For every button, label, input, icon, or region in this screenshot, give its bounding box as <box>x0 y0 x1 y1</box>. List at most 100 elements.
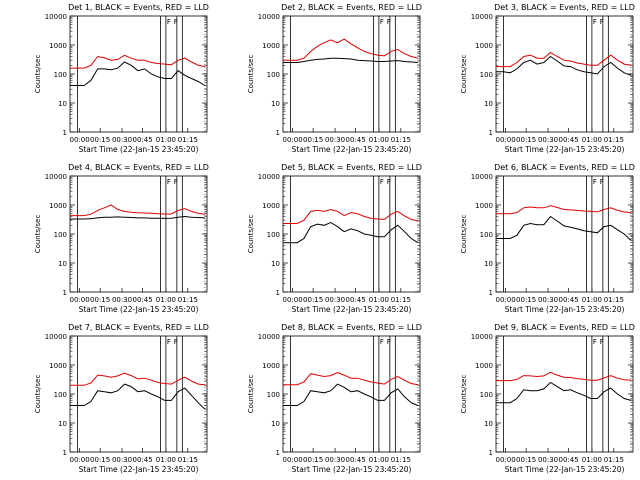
x-tick-label: 00:45 <box>133 136 153 144</box>
events-series-line <box>70 383 206 410</box>
chart-title: Det 1, BLACK = Events, RED = LLD <box>68 3 209 12</box>
y-tick-label: 1 <box>489 129 493 137</box>
x-tick-label: 01:00 <box>582 296 602 304</box>
x-tick-label: 01:00 <box>156 456 176 464</box>
y-tick-label: 10000 <box>471 13 493 21</box>
x-tick-label: 01:15 <box>604 136 624 144</box>
x-tick-label: 00:30 <box>112 136 132 144</box>
chart-panel-6: Det 6, BLACK = Events, RED = LLD 1 10 100 10… <box>460 163 635 314</box>
x-tick-label: 01:00 <box>156 136 176 144</box>
x-tick-label: 00:45 <box>346 456 366 464</box>
x-tick-label: 00:45 <box>559 456 579 464</box>
x-axis-label: Start Time (22-Jan-15 23:45:20) <box>292 465 412 474</box>
lld-series-line <box>70 372 205 386</box>
chart-title: Det 3, BLACK = Events, RED = LLD <box>494 3 635 12</box>
y-tick-label: 10000 <box>258 333 280 341</box>
y-tick-label: 1 <box>63 289 67 297</box>
x-tick-label: 01:15 <box>391 136 411 144</box>
y-tick-label: 100 <box>54 231 67 239</box>
x-tick-label: 00:15 <box>303 456 323 464</box>
chart-panel-4: Det 4, BLACK = Events, RED = LLD 1 10 100 10… <box>34 163 209 314</box>
y-tick-label: 100 <box>54 71 67 79</box>
y-axis-label: Counts/sec <box>34 55 42 94</box>
x-axis-label: Start Time (22-Jan-15 23:45:20) <box>79 465 199 474</box>
y-axis-label: Counts/sec <box>247 375 255 414</box>
y-tick-label: 10 <box>484 100 493 108</box>
x-tick-label: 00:30 <box>112 456 132 464</box>
y-tick-label: 1 <box>63 449 67 457</box>
x-tick-label: 00:45 <box>346 136 366 144</box>
x-tick-label: 00:00 <box>69 296 89 304</box>
lld-series-line <box>496 51 631 68</box>
x-tick-label: 01:00 <box>582 456 602 464</box>
y-tick-label: 10 <box>58 420 67 428</box>
x-tick-label: 00:00 <box>282 456 302 464</box>
x-tick-label: 01:00 <box>369 136 389 144</box>
events-series-line <box>283 221 419 244</box>
y-tick-label: 10000 <box>258 13 280 21</box>
plot-frame <box>282 335 421 453</box>
flag-label: F <box>600 178 604 186</box>
chart-title: Det 6, BLACK = Events, RED = LLD <box>494 163 635 172</box>
y-axis-label: Counts/sec <box>34 375 42 414</box>
y-tick-label: 100 <box>267 71 280 79</box>
x-tick-label: 00:00 <box>495 136 515 144</box>
y-tick-label: 10 <box>271 100 280 108</box>
y-tick-label: 1 <box>276 449 280 457</box>
x-tick-label: 00:00 <box>495 456 515 464</box>
flag-label: F <box>387 338 391 346</box>
y-tick-label: 10000 <box>45 13 67 21</box>
y-tick-label: 100 <box>480 391 493 399</box>
x-tick-label: 00:00 <box>495 296 515 304</box>
x-tick-label: 00:30 <box>538 136 558 144</box>
x-tick-label: 01:15 <box>178 456 198 464</box>
chart-title: Det 9, BLACK = Events, RED = LLD <box>494 323 635 332</box>
lld-series-line <box>283 38 419 61</box>
x-axis-label: Start Time (22-Jan-15 23:45:20) <box>79 305 199 314</box>
flag-label: F <box>380 178 384 186</box>
x-tick-label: 01:00 <box>369 456 389 464</box>
x-tick-label: 00:45 <box>346 296 366 304</box>
x-axis-label: Start Time (22-Jan-15 23:45:20) <box>292 305 412 314</box>
y-tick-label: 1000 <box>475 42 493 50</box>
x-tick-label: 00:30 <box>112 296 132 304</box>
x-tick-label: 00:30 <box>325 456 345 464</box>
x-tick-label: 00:00 <box>69 456 89 464</box>
y-tick-label: 1000 <box>49 42 67 50</box>
chart-panel-8: Det 8, BLACK = Events, RED = LLD 1 10 100 10… <box>247 323 422 474</box>
x-tick-label: 00:00 <box>282 296 302 304</box>
x-tick-label: 01:15 <box>604 296 624 304</box>
y-tick-label: 100 <box>54 391 67 399</box>
y-tick-label: 10000 <box>471 173 493 181</box>
events-series-line <box>496 215 632 241</box>
x-tick-label: 00:45 <box>133 296 153 304</box>
events-series-line <box>496 381 632 404</box>
plot-frame <box>282 15 421 133</box>
y-tick-label: 1 <box>63 129 67 137</box>
y-tick-label: 10 <box>484 420 493 428</box>
lld-series-line <box>283 371 418 386</box>
flag-label: F <box>600 18 604 26</box>
chart-title: Det 2, BLACK = Events, RED = LLD <box>281 3 422 12</box>
y-tick-label: 1 <box>276 129 280 137</box>
y-tick-label: 10 <box>484 260 493 268</box>
x-tick-label: 00:45 <box>559 136 579 144</box>
y-tick-label: 100 <box>267 391 280 399</box>
flag-label: F <box>174 178 178 186</box>
x-tick-label: 01:15 <box>391 456 411 464</box>
y-tick-label: 100 <box>267 231 280 239</box>
x-tick-label: 00:15 <box>516 456 536 464</box>
lld-series-line <box>70 54 205 69</box>
x-tick-label: 00:30 <box>538 456 558 464</box>
y-tick-label: 1000 <box>475 362 493 370</box>
y-axis-label: Counts/sec <box>460 215 468 254</box>
chart-panel-5: Det 5, BLACK = Events, RED = LLD 1 10 100 10… <box>247 163 422 314</box>
x-tick-label: 01:00 <box>369 296 389 304</box>
y-tick-label: 1 <box>489 289 493 297</box>
y-tick-label: 10 <box>271 260 280 268</box>
events-series-line <box>283 383 419 406</box>
y-tick-label: 10000 <box>45 173 67 181</box>
y-tick-label: 1000 <box>262 42 280 50</box>
x-tick-label: 00:15 <box>516 296 536 304</box>
